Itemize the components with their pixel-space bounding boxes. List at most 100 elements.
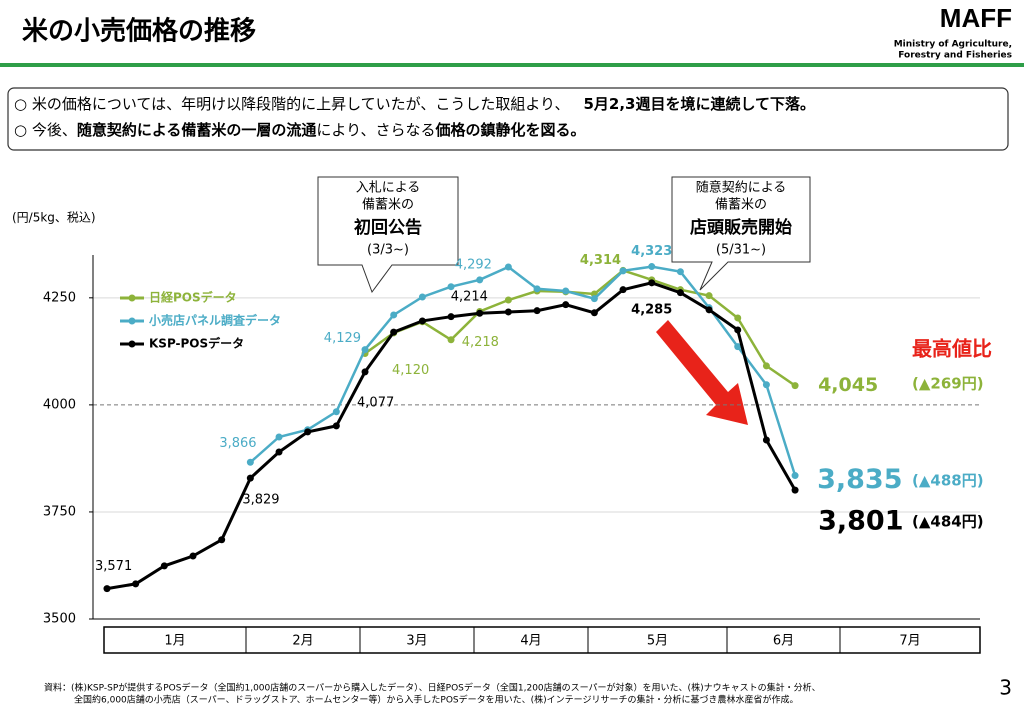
annotation-diff: (▲488円) [912, 472, 984, 490]
note: ○ 今後、随意契約による備蓄米の一層の流通により、さらなる価格の鎮静化を図る。 [14, 119, 586, 140]
data-point [390, 311, 398, 319]
series-line [106, 281, 797, 591]
data-point [103, 585, 111, 593]
source-note: 資料：(株)KSP-SPが提供するPOSデータ（全国約1,000店舗のスーパーか… [44, 682, 821, 694]
y-tick-label: 3750 [43, 504, 76, 519]
annotation-diff: (▲484円) [912, 513, 984, 531]
callout-text: 備蓄米の [715, 197, 767, 213]
month-label: 2月 [292, 634, 313, 649]
legend-marker [128, 317, 136, 325]
month-row [103, 626, 981, 654]
callout-box [317, 176, 459, 294]
logo-sub: Forestry and Fisheries [898, 51, 1012, 61]
data-point [361, 368, 369, 376]
data-point [676, 289, 684, 297]
data-label: 4,129 [324, 331, 361, 346]
header-rule [0, 63, 1024, 67]
month-label: 1月 [164, 634, 185, 649]
data-label: 4,285 [631, 302, 672, 317]
data-point [476, 276, 484, 284]
data-point [734, 343, 742, 351]
data-point [590, 309, 598, 317]
data-label: 4,218 [462, 335, 499, 350]
data-label: 3,829 [242, 493, 279, 508]
down-arrow [656, 320, 748, 425]
data-label: 4,314 [580, 253, 621, 268]
legend-label: 小売店パネル調査データ [149, 313, 281, 328]
legend-label: 日経POSデータ [149, 290, 237, 305]
data-point [332, 422, 340, 430]
data-point [734, 314, 742, 322]
data-label: 4,214 [451, 290, 488, 305]
note-text: 価格の鎮静化を図る。 [435, 121, 586, 139]
month-label: 5月 [647, 634, 668, 649]
series-line [364, 268, 796, 387]
data-point [791, 382, 799, 390]
data-point [246, 458, 254, 466]
data-label: 4,077 [357, 395, 394, 410]
y-axis-label: (円/5kg、税込) [12, 211, 96, 225]
month-label: 3月 [406, 634, 427, 649]
callout-box [671, 176, 811, 291]
note-text: 5月2,3週目を境に連続して下落。 [583, 95, 816, 113]
data-point [390, 328, 398, 336]
data-point [332, 408, 340, 416]
y-tick-label: 3500 [43, 612, 76, 627]
callout-text: 備蓄米の [362, 197, 414, 213]
data-point [648, 279, 656, 287]
data-point [590, 295, 598, 303]
legend-marker [128, 294, 136, 302]
callout-date: (3/3~) [367, 243, 409, 258]
data-point [160, 562, 168, 570]
data-point [275, 448, 283, 456]
callout-text: 随意契約による [696, 180, 787, 196]
month-label: 6月 [773, 634, 794, 649]
callout-text: 入札による [356, 181, 421, 196]
data-point [562, 287, 570, 295]
data-point [705, 292, 713, 300]
data-point [533, 307, 541, 315]
data-point [791, 472, 799, 480]
data-label: 3,801 [818, 506, 903, 537]
data-point [246, 474, 254, 482]
callout-date: (5/31~) [716, 243, 766, 258]
logo-sub: Ministry of Agriculture, [894, 40, 1012, 50]
note-text: ○ 米の価格については、年明け以降段階的に上昇していたが、こうした取組より、 [14, 95, 570, 113]
series-line [249, 265, 797, 476]
data-label: 4,045 [818, 374, 878, 396]
source-note: 全国約6,000店舗の小売店（スーパー、ドラッグストア、ホームセンター等）から入… [74, 694, 799, 706]
legend-label: KSP-POSデータ [149, 336, 244, 351]
legend-marker [128, 340, 136, 348]
note-text: 随意契約による備蓄米の一層の流通 [76, 121, 317, 139]
data-label: 4,323 [631, 244, 672, 259]
data-point [619, 267, 627, 275]
data-point [447, 283, 455, 291]
data-point [562, 301, 570, 309]
data-point [762, 362, 770, 370]
data-point [676, 268, 684, 276]
data-point [762, 381, 770, 389]
data-label: 3,866 [219, 436, 256, 451]
y-tick-label: 4250 [43, 290, 76, 305]
data-point [476, 309, 484, 317]
data-point [304, 428, 312, 436]
data-point [189, 552, 197, 560]
annotation-diff: (▲269円) [912, 375, 984, 393]
data-point [275, 433, 283, 441]
annotation-heading: 最高値比 [912, 337, 992, 361]
data-point [504, 263, 512, 271]
data-point [648, 263, 656, 271]
note-text: ○ 今後、 [14, 121, 77, 139]
data-point [791, 486, 799, 494]
note: ○ 米の価格については、年明け以降段階的に上昇していたが、こうした取組より、 5月… [14, 93, 815, 114]
data-point [361, 346, 369, 354]
data-point [533, 285, 541, 293]
data-label: 3,571 [95, 559, 132, 574]
month-label: 4月 [520, 634, 541, 649]
data-point [762, 436, 770, 444]
data-label: 3,835 [817, 464, 902, 495]
data-point [619, 286, 627, 294]
data-point [705, 306, 713, 314]
slide-title: 米の小売価格の推移 [22, 16, 256, 47]
note-text: により、さらなる [316, 121, 436, 139]
